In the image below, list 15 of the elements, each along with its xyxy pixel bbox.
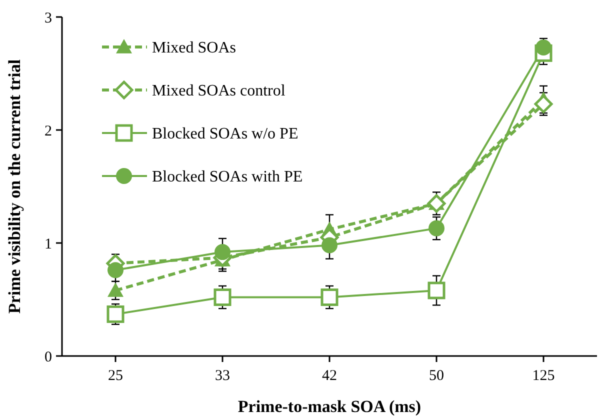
- x-tick-label: 33: [215, 368, 230, 384]
- y-tick-label: 3: [44, 10, 52, 26]
- legend-label: Blocked SOAs with PE: [152, 168, 303, 186]
- x-tick-label: 25: [108, 368, 123, 384]
- legend-label: Blocked SOAs w/o PE: [152, 126, 298, 143]
- x-tick-label: 42: [322, 368, 337, 384]
- y-tick-label: 2: [44, 123, 52, 140]
- y-axis-title: Prime visibility on the current trial: [5, 59, 24, 314]
- x-axis-title: Prime-to-mask SOA (ms): [238, 397, 422, 416]
- x-tick-label: 50: [429, 368, 444, 384]
- legend-label: Mixed SOAs control: [152, 82, 286, 100]
- y-tick-label: 0: [44, 349, 52, 366]
- x-tick-label: 125: [532, 368, 555, 384]
- y-tick-label: 1: [44, 236, 52, 252]
- legend-label: Mixed SOAs: [152, 40, 236, 57]
